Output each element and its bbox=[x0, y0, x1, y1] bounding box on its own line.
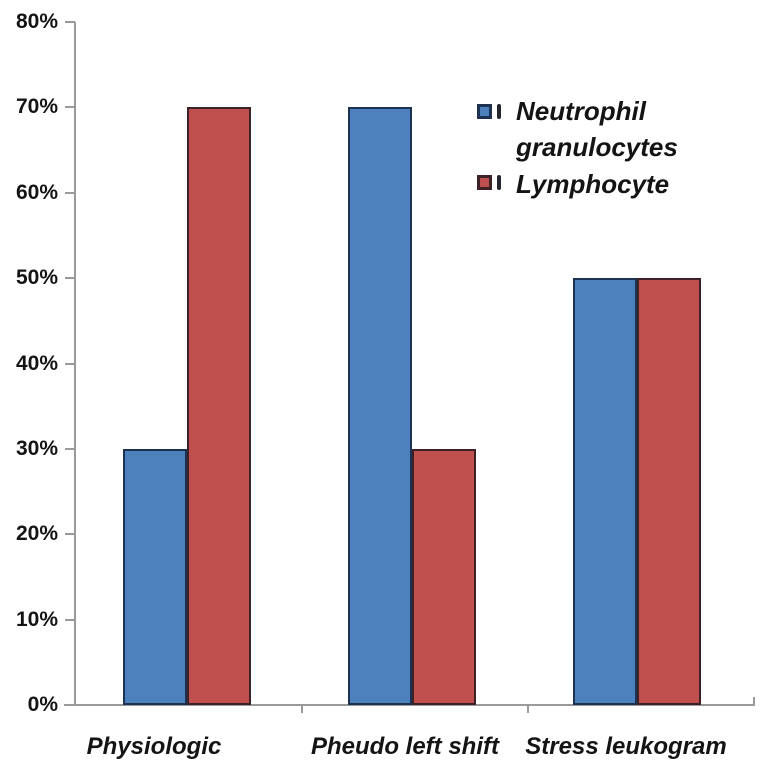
y-tick-label: 40% bbox=[15, 351, 58, 375]
legend-label-lymphocyte: Lymphocyte bbox=[516, 166, 669, 202]
legend-artifact-mark-1 bbox=[497, 104, 501, 119]
bar-lymphocyte-2 bbox=[637, 278, 701, 705]
x-category-tick bbox=[300, 705, 303, 713]
y-tick bbox=[65, 533, 75, 536]
y-tick bbox=[65, 618, 75, 621]
y-tick-label: 10% bbox=[15, 607, 58, 631]
bar-lymphocyte-1 bbox=[412, 448, 476, 705]
legend-artifact-mark-2 bbox=[497, 175, 501, 190]
legend-label-lymphocyte-line1: Lymphocyte bbox=[516, 169, 670, 199]
y-tick bbox=[65, 191, 75, 194]
y-tick-label: 80% bbox=[15, 10, 58, 33]
legend-swatch-lymphocyte bbox=[477, 175, 492, 190]
y-tick-label: 0% bbox=[27, 693, 58, 716]
bar-neutrophil-0 bbox=[123, 448, 187, 705]
y-axis bbox=[74, 22, 76, 705]
y-tick bbox=[65, 447, 75, 450]
y-tick bbox=[65, 362, 75, 365]
y-tick-label: 30% bbox=[15, 436, 58, 460]
x-axis bbox=[64, 704, 755, 706]
bar-neutrophil-1 bbox=[348, 107, 412, 705]
y-tick bbox=[65, 106, 75, 109]
x-axis-end-tick bbox=[753, 697, 755, 705]
x-category-label: Physiologic bbox=[86, 733, 222, 760]
bar-lymphocyte-0 bbox=[187, 107, 251, 705]
y-tick-label: 70% bbox=[15, 95, 58, 119]
legend-swatch-neutrophil bbox=[477, 104, 492, 119]
x-category-label: Pheudo left shift bbox=[311, 733, 499, 760]
y-tick bbox=[65, 21, 75, 23]
x-category-tick bbox=[527, 705, 530, 713]
legend-label-neutrophil: Neutrophil granulocytes bbox=[516, 93, 678, 165]
legend-label-neutrophil-line1: Neutrophil bbox=[516, 96, 646, 126]
y-tick-label: 60% bbox=[15, 180, 58, 204]
legend-label-neutrophil-line2: granulocytes bbox=[516, 132, 678, 162]
y-tick bbox=[65, 277, 75, 280]
y-tick bbox=[65, 704, 75, 706]
y-tick-label: 20% bbox=[15, 522, 58, 546]
x-category-label: Stress leukogram bbox=[525, 733, 727, 760]
y-tick-label: 50% bbox=[15, 266, 58, 290]
bar-neutrophil-2 bbox=[573, 278, 637, 705]
